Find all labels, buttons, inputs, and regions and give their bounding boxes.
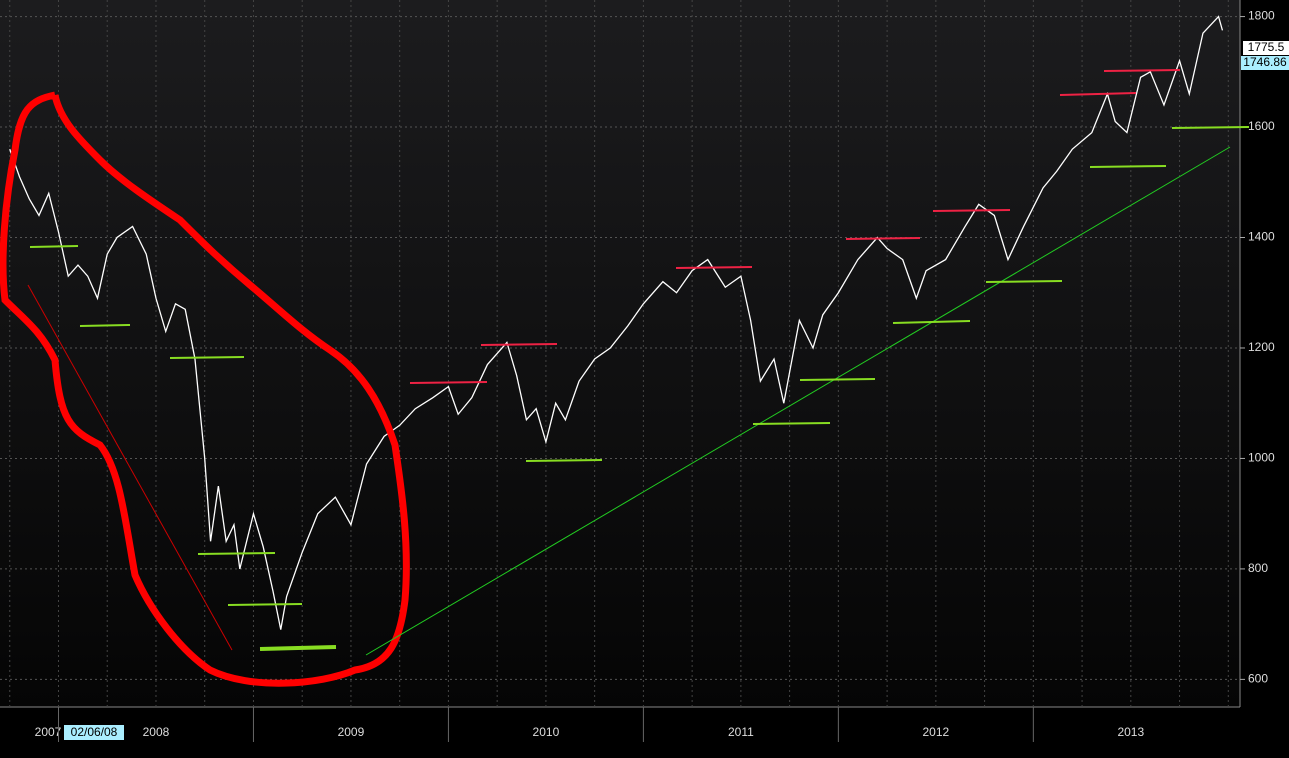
- up-trend: [365, 146, 1231, 656]
- hand-annotations: [0, 69, 1250, 687]
- y-tick-label: 1400: [1248, 230, 1275, 244]
- red-loop: [0, 91, 410, 687]
- x-tick-label: 2010: [533, 725, 560, 739]
- x-tick-label: 2009: [338, 725, 365, 739]
- x-tick-label: 2008: [143, 725, 170, 739]
- y-tick-label: 800: [1248, 561, 1268, 575]
- price-tag-text: 1775.5: [1248, 40, 1285, 54]
- price-tag-avg: [1241, 56, 1289, 70]
- marks: 600 800 1000 1200 1400 1600 1800 2007 2008 2009 20…: [0, 0, 1275, 742]
- x-tick-label: 2013: [1117, 725, 1144, 739]
- price-tag-last: [1243, 41, 1289, 55]
- cursor-date: 02/06/08: [71, 725, 118, 739]
- support-lines: [29, 126, 1250, 651]
- x-tick-label: 2012: [922, 725, 949, 739]
- down-arrow: [27, 284, 233, 651]
- x-tick-label: 2011: [728, 725, 754, 739]
- price-line: [9, 15, 1224, 630]
- resistance-lines: [409, 69, 1181, 384]
- cursor-date-box: [64, 725, 124, 740]
- price-tag-text: 1746.86: [1243, 55, 1287, 69]
- plot-background: [0, 0, 1240, 707]
- x-tick-label: 2007: [35, 725, 62, 739]
- y-tick-label: 1000: [1248, 451, 1275, 465]
- y-tick-label: 1800: [1248, 9, 1275, 23]
- y-tick-label: 1200: [1248, 340, 1275, 354]
- y-tick-label: 600: [1248, 672, 1268, 686]
- y-tick-label: 1600: [1248, 119, 1275, 133]
